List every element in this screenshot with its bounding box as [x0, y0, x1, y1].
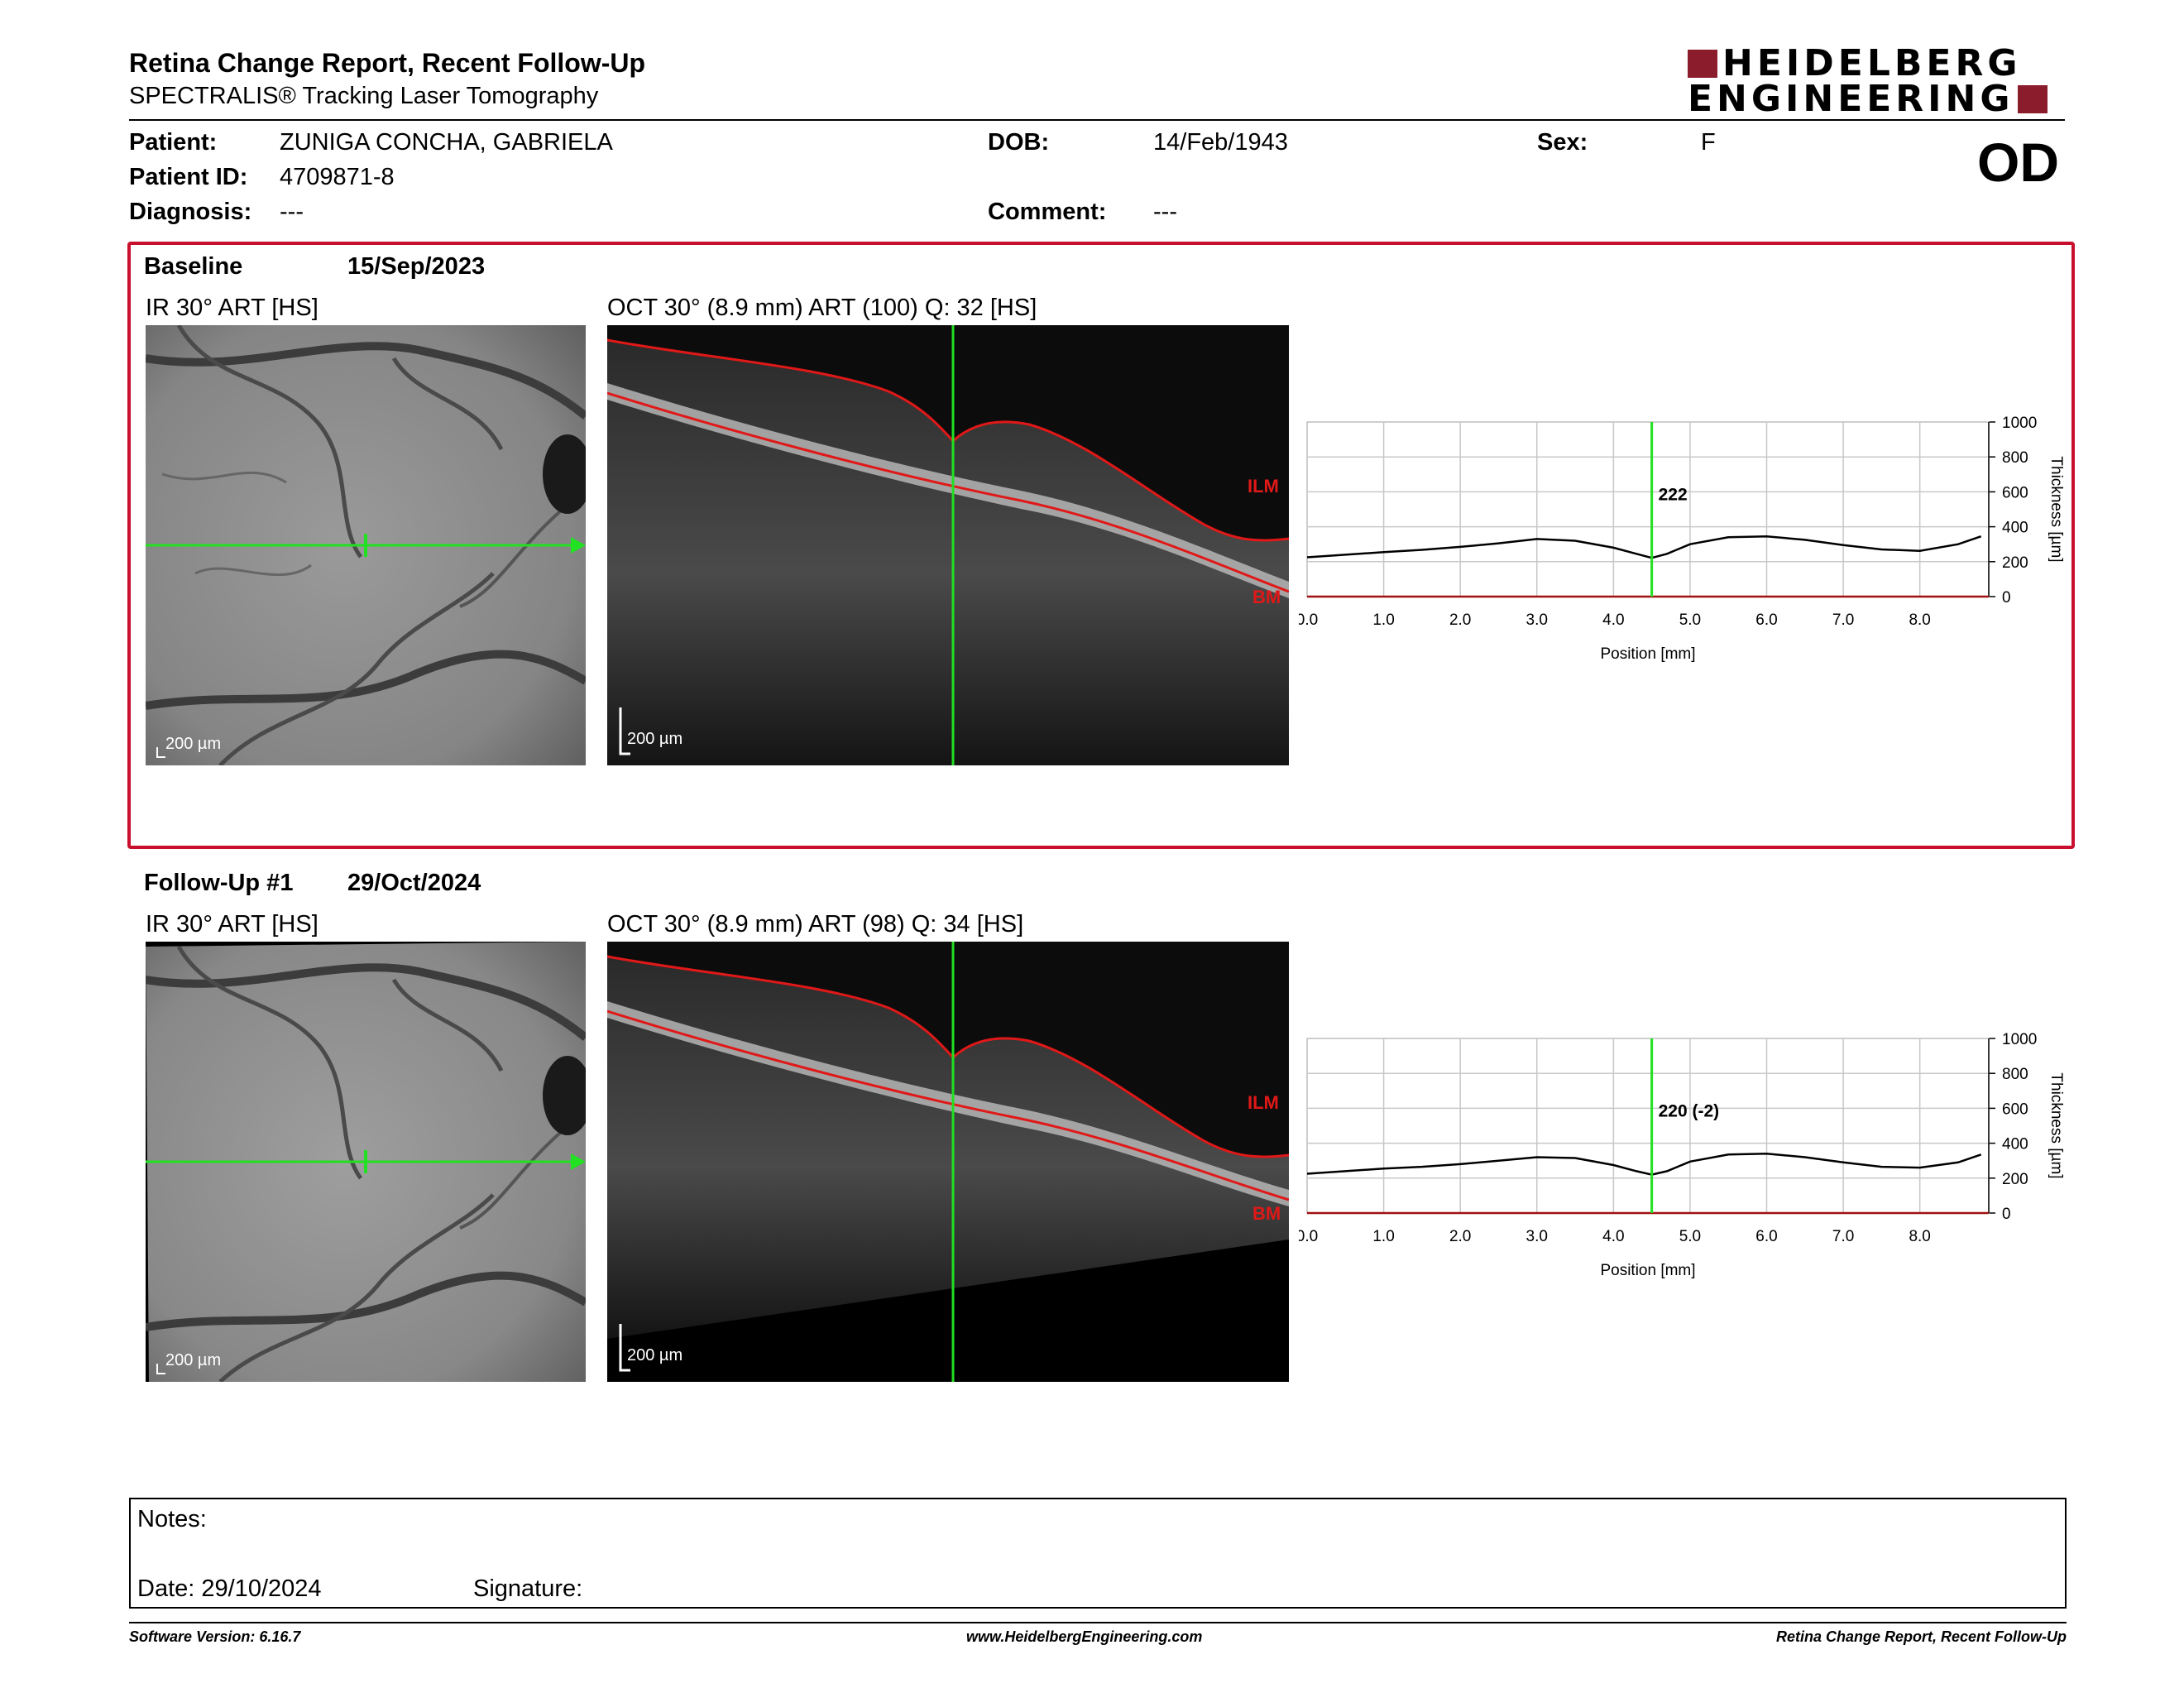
oct-scale-label: 200 µm	[627, 730, 682, 748]
x-tick-label: 7.0	[1832, 611, 1854, 629]
thickness-chart: 0 200 400 600 800 1000 0.0 1.0 2.0 3.0 4.0 5.0 6.0 7.…	[1299, 415, 2065, 663]
eye-indicator: OD	[1977, 132, 2059, 193]
oct-image-title: OCT 30° (8.9 mm) ART (100) Q: 32 [HS]	[607, 295, 1037, 321]
sex-label: Sex:	[1537, 129, 1588, 156]
x-tick-label: 5.0	[1679, 1228, 1701, 1245]
x-tick-label: 4.0	[1602, 1228, 1624, 1245]
x-tick-label: 2.0	[1449, 1228, 1471, 1245]
x-tick-label: 5.0	[1679, 611, 1701, 629]
x-tick-label: 7.0	[1832, 1228, 1854, 1245]
y-tick-label: 1000	[2002, 1031, 2037, 1048]
x-tick-label: 6.0	[1755, 611, 1777, 629]
patient-id-label: Patient ID:	[129, 164, 248, 190]
notes-label: Notes:	[137, 1506, 207, 1532]
ir-fundus-image[interactable]: 200 µm	[146, 325, 586, 765]
logo-block-icon	[1688, 50, 1717, 78]
x-tick-label: 8.0	[1909, 1228, 1930, 1245]
y-tick-label: 0	[2002, 589, 2011, 607]
marker-value-label: 222	[1659, 485, 1688, 504]
bm-label: BM	[1252, 587, 1281, 607]
section-label: Follow-Up #1	[144, 870, 294, 896]
ilm-label: ILM	[1248, 476, 1279, 496]
x-tick-label: 2.0	[1449, 611, 1471, 629]
signature-label: Signature:	[473, 1575, 583, 1602]
ilm-label: ILM	[1248, 1092, 1279, 1113]
section-label: Baseline	[144, 253, 243, 280]
y-tick-label: 800	[2002, 1066, 2028, 1083]
y-tick-label: 400	[2002, 520, 2028, 537]
ir-image-title: IR 30° ART [HS]	[146, 295, 318, 321]
marker-value-label: 220 (-2)	[1659, 1101, 1720, 1120]
x-tick-label: 1.0	[1372, 611, 1394, 629]
patient-id: 4709871-8	[280, 164, 395, 190]
oct-bscan-image[interactable]: ILM BM 200 µm	[607, 942, 1289, 1382]
diagnosis-value: ---	[280, 199, 304, 225]
dob-value: 14/Feb/1943	[1153, 129, 1288, 156]
ir-scale-label: 200 µm	[165, 1351, 221, 1369]
x-tick-label: 8.0	[1909, 611, 1930, 629]
website-link[interactable]: www.HeidelbergEngineering.com	[966, 1628, 1203, 1645]
logo-line-1: HEIDELBERG	[1722, 42, 2022, 84]
plot-frame	[1306, 421, 1990, 597]
comment-value: ---	[1153, 199, 1177, 225]
bm-label: BM	[1252, 1203, 1281, 1224]
report-subtitle: SPECTRALIS® Tracking Laser Tomography	[129, 83, 599, 109]
notes-box[interactable]: Notes: Date: 29/10/2024 Signature:	[129, 1498, 2067, 1609]
y-axis-label: Thickness [µm]	[2048, 1072, 2065, 1178]
diagnosis-label: Diagnosis:	[129, 199, 252, 225]
section-date: 29/Oct/2024	[347, 870, 481, 896]
y-tick-label: 600	[2002, 484, 2028, 501]
thickness-series-line	[1306, 535, 1982, 559]
comment-label: Comment:	[988, 199, 1107, 225]
y-tick-label: 0	[2002, 1206, 2011, 1223]
logo-block-icon	[2017, 85, 2048, 113]
oct-bscan-image[interactable]: ILM BM 200 µm	[607, 325, 1289, 765]
y-tick-label: 200	[2002, 554, 2028, 572]
x-tick-label: 4.0	[1602, 611, 1624, 629]
plot-frame	[1306, 1038, 1990, 1214]
patient-label: Patient:	[129, 129, 218, 156]
x-tick-label: 0.0	[1299, 611, 1318, 629]
sex-value: F	[1701, 129, 1716, 156]
y-tick-label: 800	[2002, 449, 2028, 467]
thickness-chart: 0 200 400 600 800 1000 0.0 1.0 2.0 3.0 4.0 5.0 6.0 7.…	[1299, 1031, 2065, 1279]
x-axis-label: Position [mm]	[1600, 1262, 1695, 1279]
section-date: 15/Sep/2023	[347, 253, 486, 280]
y-tick-label: 400	[2002, 1136, 2028, 1153]
y-tick-label: 600	[2002, 1101, 2028, 1118]
ir-fundus-image[interactable]: 200 µm	[146, 942, 586, 1382]
thickness-series-line	[1306, 1153, 1982, 1176]
header-divider	[129, 119, 2065, 121]
notes-date: Date: 29/10/2024	[137, 1575, 322, 1602]
report-title: Retina Change Report, Recent Follow-Up	[129, 48, 646, 78]
x-tick-label: 1.0	[1372, 1228, 1394, 1245]
dob-label: DOB:	[988, 129, 1050, 156]
y-tick-label: 200	[2002, 1171, 2028, 1188]
logo-line-2: ENGINEERING	[1688, 78, 2014, 120]
x-tick-label: 3.0	[1526, 611, 1548, 629]
oct-scale-label: 200 µm	[627, 1346, 682, 1364]
software-version: Software Version: 6.16.7	[129, 1628, 301, 1645]
patient-name: ZUNIGA CONCHA, GABRIELA	[280, 129, 613, 156]
baseline-section-frame	[127, 242, 2075, 849]
footer-divider	[129, 1622, 2067, 1623]
ir-scale-label: 200 µm	[165, 735, 221, 753]
y-axis-label: Thickness [µm]	[2048, 456, 2065, 562]
ir-image-title: IR 30° ART [HS]	[146, 911, 318, 938]
x-tick-label: 0.0	[1299, 1228, 1318, 1245]
oct-image-title: OCT 30° (8.9 mm) ART (98) Q: 34 [HS]	[607, 911, 1024, 938]
x-tick-label: 6.0	[1755, 1228, 1777, 1245]
x-axis-label: Position [mm]	[1600, 645, 1695, 663]
footer-report-name: Retina Change Report, Recent Follow-Up	[1775, 1628, 2067, 1645]
y-tick-label: 1000	[2002, 415, 2037, 432]
x-tick-label: 3.0	[1526, 1228, 1548, 1245]
